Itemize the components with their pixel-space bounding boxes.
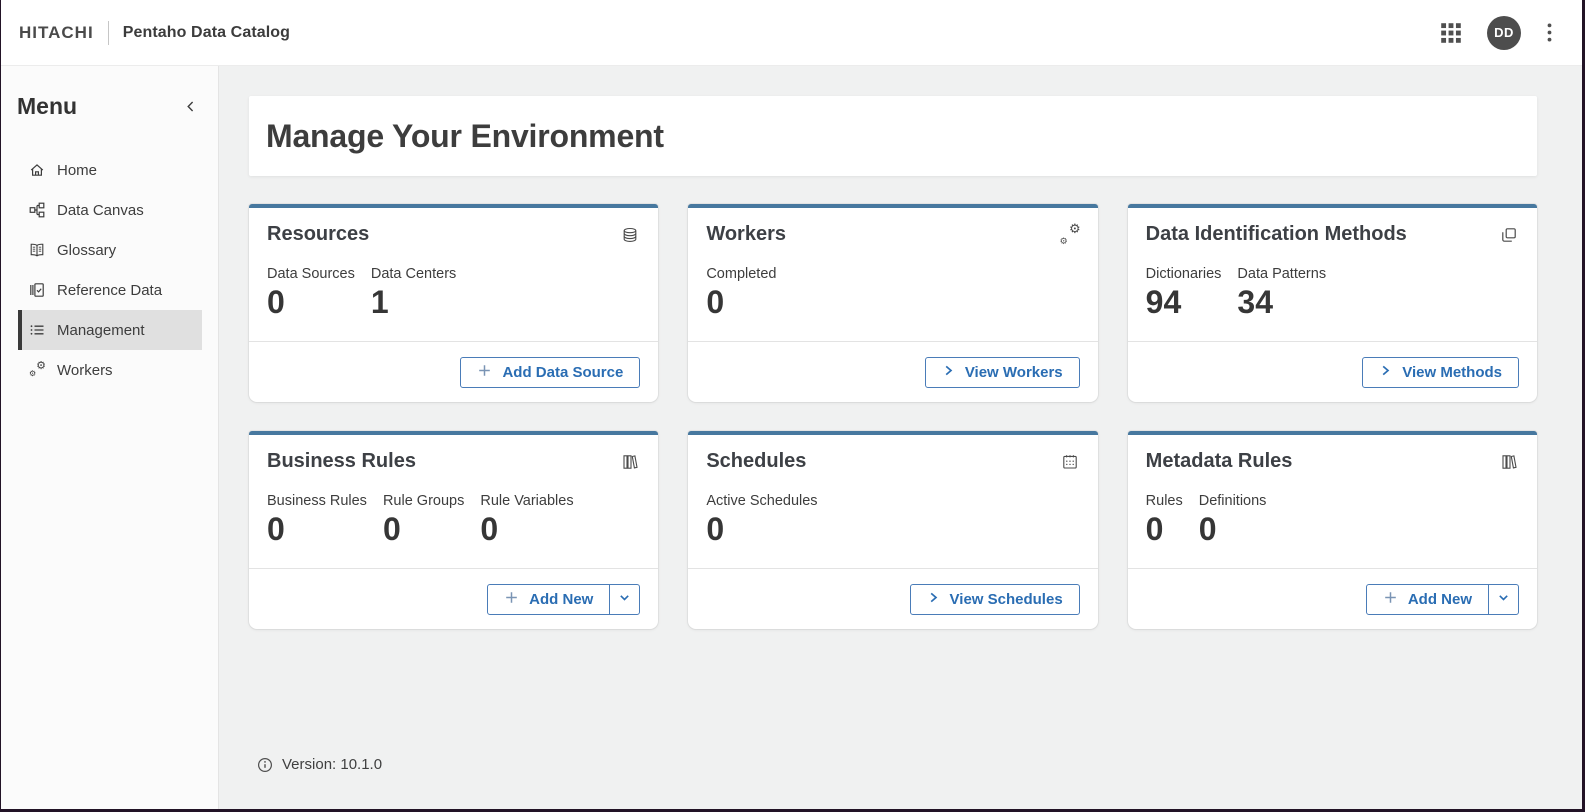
topbar-actions: DD <box>1439 15 1554 50</box>
stat-dictionaries: Dictionaries 94 <box>1145 266 1222 320</box>
stat-active-schedules: Active Schedules 0 <box>706 493 818 547</box>
database-stack-icon <box>620 225 640 245</box>
chevron-down-icon <box>1497 591 1510 608</box>
sidebar-nav: Home Data Canvas <box>1 150 218 390</box>
card-title: Resources <box>267 223 370 245</box>
stat-data-patterns: Data Patterns 34 <box>1237 266 1327 320</box>
card-schedules: Schedules Active Schedules <box>688 431 1098 629</box>
sidebar-item-data-canvas[interactable]: Data Canvas <box>18 190 202 230</box>
page-header-card: Manage Your Environment <box>249 96 1537 176</box>
info-icon <box>257 757 273 773</box>
copy-icon <box>1499 225 1519 245</box>
plus-icon <box>504 590 519 609</box>
stat-data-centers: Data Centers 1 <box>370 266 457 320</box>
card-resources: Resources Data Sources 0 <box>249 204 659 402</box>
view-methods-button[interactable]: View Methods <box>1362 356 1519 388</box>
sidebar-item-management[interactable]: Management <box>18 310 202 350</box>
management-icon <box>29 322 45 338</box>
data-canvas-icon <box>29 202 45 218</box>
sidebar-item-home[interactable]: Home <box>18 150 202 190</box>
books-icon <box>1499 452 1519 472</box>
stat-rule-variables: Rule Variables 0 <box>480 493 574 547</box>
chevron-right-icon <box>1379 364 1392 381</box>
chevron-right-icon <box>927 591 940 608</box>
sidebar-item-label: Reference Data <box>57 281 163 299</box>
chevron-right-icon <box>942 364 955 381</box>
add-new-button[interactable]: Add New <box>1365 583 1489 615</box>
card-title: Workers <box>706 223 786 245</box>
card-data-identification-methods: Data Identification Methods Dictionaries… <box>1127 204 1537 402</box>
glossary-icon <box>29 242 45 258</box>
home-icon <box>29 162 45 178</box>
stat-rules: Rules 0 <box>1145 493 1183 547</box>
stat-completed: Completed 0 <box>706 266 777 320</box>
books-icon <box>620 452 640 472</box>
brand-divider <box>107 20 109 45</box>
card-title: Metadata Rules <box>1145 450 1293 472</box>
chevron-left-icon[interactable] <box>181 97 200 116</box>
chevron-down-icon <box>618 591 631 608</box>
version-label: Version: 10.1.0 <box>282 756 383 773</box>
card-title: Data Identification Methods <box>1145 223 1407 245</box>
sidebar-item-label: Data Canvas <box>57 201 144 219</box>
stat-data-sources: Data Sources 0 <box>267 266 355 320</box>
add-new-button[interactable]: Add New <box>487 583 611 615</box>
cards-grid: Resources Data Sources 0 <box>249 204 1537 629</box>
stat-definitions: Definitions 0 <box>1198 493 1267 547</box>
main-content: Manage Your Environment Resources <box>219 66 1582 809</box>
card-business-rules: Business Rules Business Rules 0 <box>249 431 659 629</box>
sidebar-item-label: Management <box>57 321 145 339</box>
topbar: HITACHI Pentaho Data Catalog DD <box>1 0 1582 66</box>
view-workers-button[interactable]: View Workers <box>924 356 1080 388</box>
card-title: Business Rules <box>267 450 416 472</box>
sidebar-item-glossary[interactable]: Glossary <box>18 230 202 270</box>
sidebar: Menu Home <box>1 66 219 809</box>
menu-title: Menu <box>17 93 78 119</box>
app-grid-icon[interactable] <box>1439 21 1463 45</box>
view-schedules-button[interactable]: View Schedules <box>909 583 1080 615</box>
kebab-menu-icon[interactable] <box>1545 21 1554 44</box>
card-metadata-rules: Metadata Rules Rules 0 <box>1127 431 1537 629</box>
page-title: Manage Your Environment <box>266 117 664 154</box>
sidebar-item-label: Glossary <box>57 241 117 259</box>
reference-data-icon <box>29 282 45 298</box>
calendar-icon <box>1060 452 1080 472</box>
gears-icon: ⚙ ⚙ <box>29 360 46 378</box>
gears-icon: ⚙ ⚙ <box>1059 221 1081 246</box>
add-new-dropdown-button[interactable] <box>1488 583 1519 615</box>
add-new-dropdown-button[interactable] <box>609 583 641 615</box>
card-title: Schedules <box>706 450 807 472</box>
plus-icon <box>477 363 492 382</box>
add-data-source-button[interactable]: Add Data Source <box>460 356 641 388</box>
stat-business-rules: Business Rules 0 <box>267 493 367 547</box>
sidebar-item-reference-data[interactable]: Reference Data <box>18 270 202 310</box>
sidebar-item-workers[interactable]: ⚙ ⚙ Workers <box>18 350 202 390</box>
plus-icon <box>1383 590 1398 609</box>
app-title: Pentaho Data Catalog <box>122 23 291 41</box>
version-row: Version: 10.1.0 <box>249 756 1537 773</box>
stat-rule-groups: Rule Groups 0 <box>382 493 465 547</box>
hitachi-logo: HITACHI <box>19 22 94 42</box>
avatar[interactable]: DD <box>1487 15 1521 50</box>
card-workers: Workers ⚙ ⚙ Completed 0 <box>688 204 1098 402</box>
sidebar-item-label: Workers <box>57 361 113 379</box>
sidebar-item-label: Home <box>57 161 98 179</box>
